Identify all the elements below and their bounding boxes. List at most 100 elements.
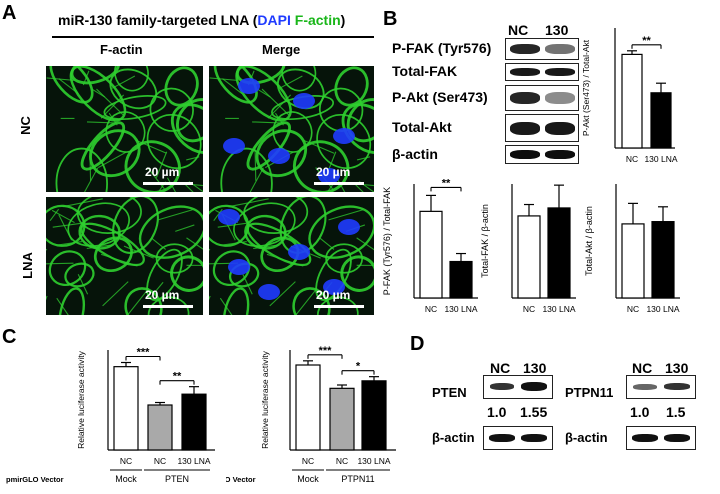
actin-fiber: [56, 297, 69, 315]
actin-fiber: [135, 139, 167, 154]
actin-fiber: [123, 245, 154, 259]
ptpn11-actin-label: β-actin: [565, 430, 608, 445]
actin-cell-outline: [46, 204, 86, 247]
scale-bar-label: 20 µm: [316, 288, 351, 302]
blot-band-nc: [510, 68, 540, 76]
pten-actin-band-130: [521, 434, 547, 442]
ptpn11-lane-nc: NC: [632, 360, 653, 376]
sig-marker: *: [356, 361, 361, 373]
actin-cell-outline: [103, 95, 167, 120]
scale-bar-label: 20 µm: [316, 165, 351, 179]
blot-band-nc: [510, 44, 540, 54]
bar: [650, 92, 672, 149]
panel-label-b: B: [383, 8, 398, 30]
actin-fiber: [228, 198, 269, 208]
actin-fiber: [209, 248, 211, 251]
actin-cell-outline: [308, 205, 374, 259]
actin-cell-outline: [48, 250, 87, 287]
actin-cell-outline: [175, 98, 203, 143]
scale-bar: [143, 305, 193, 308]
actin-cell-outline: [124, 287, 163, 315]
actin-fiber: [279, 75, 303, 89]
actin-fiber: [358, 181, 374, 192]
sig-marker: ***: [137, 347, 151, 359]
actin-cell-outline: [292, 140, 350, 192]
blot-strip: [505, 63, 579, 81]
actin-cell-outline: [209, 204, 250, 247]
ptpn11-quant-nc: 1.0: [630, 404, 650, 420]
actin-fiber: [274, 112, 284, 126]
actin-fiber: [155, 151, 168, 178]
actin-fiber: [175, 224, 195, 232]
actin-cell-outline: [222, 287, 250, 315]
blot-band-130: [545, 122, 575, 135]
pten-band-nc: [490, 383, 514, 390]
pten-actin-blot: [483, 426, 553, 450]
sig-marker: **: [442, 177, 451, 189]
dapi-nucleus: [218, 209, 240, 225]
chart-tfak-ratio: Total-FAK / β-actin NC 130 LNA: [480, 184, 576, 314]
actin-fiber: [219, 297, 233, 315]
actin-cell-outline: [155, 243, 194, 274]
actin-cell-outline: [235, 66, 286, 85]
panel-label-d: D: [410, 333, 425, 355]
pten-quant-130: 1.55: [520, 404, 548, 420]
actin-fiber: [77, 274, 89, 295]
pten-actin-label: β-actin: [432, 430, 475, 445]
ptpn11-band-130: [664, 383, 690, 390]
actin-fiber: [249, 167, 264, 192]
actin-fiber: [149, 281, 164, 299]
actin-fiber: [354, 183, 364, 192]
chart-takt-ratio: Total-Akt / β-actin NC 130 LNA: [584, 184, 680, 314]
y-axis-label: Total-Akt / β-actin: [584, 206, 594, 276]
sig-marker: **: [642, 35, 651, 47]
title-suffix: ): [340, 12, 346, 28]
actin-fiber: [217, 222, 251, 228]
actin-cell-outline: [340, 255, 374, 292]
actin-cell-outline: [292, 287, 331, 315]
actin-fiber: [147, 167, 167, 192]
pten-actin-band-nc: [489, 434, 515, 442]
dapi-nucleus: [268, 148, 290, 164]
panel-label-a: A: [2, 2, 17, 24]
actin-cell-outline: [276, 68, 325, 110]
chart-luciferase-ptpn11: Relative luciferase activity NC NC 130 LNA *…: [226, 345, 396, 484]
actin-fiber: [49, 208, 60, 222]
actin-cell-outline: [149, 87, 194, 132]
lane-label-130: 130: [545, 22, 569, 38]
actin-fiber: [46, 248, 48, 251]
bar: [361, 380, 387, 451]
y-axis-label: Total-FAK / β-actin: [480, 204, 490, 278]
actin-fiber: [209, 295, 211, 301]
pten-band-130: [521, 382, 547, 391]
actin-cell-outline: [255, 129, 308, 178]
lane-label-nc: NC: [508, 22, 529, 38]
ptpn11-band-nc: [633, 384, 657, 390]
actin-cell-outline: [325, 243, 364, 274]
micrograph-image: [46, 197, 203, 315]
dapi-nucleus: [238, 78, 260, 94]
blot-band-130: [545, 44, 575, 54]
bar: [113, 366, 139, 451]
actin-fiber: [267, 94, 292, 119]
bar: [147, 404, 173, 451]
actin-cell-outline: [147, 296, 190, 315]
actin-fiber: [261, 88, 290, 116]
actin-cell-outline: [70, 66, 120, 85]
title-dapi: DAPI: [257, 12, 291, 28]
actin-fiber: [97, 151, 127, 169]
actin-cell-outline: [318, 87, 364, 132]
actin-cell-outline: [334, 66, 369, 107]
actin-cell-outline: [49, 66, 94, 104]
actin-fiber: [46, 295, 48, 301]
actin-fiber: [100, 253, 138, 267]
panel-label-c: C: [2, 326, 17, 348]
actin-fiber: [52, 222, 86, 228]
row-label-lna: LNA: [19, 252, 35, 279]
actin-fiber: [266, 253, 304, 267]
actin-cell-outline: [341, 103, 374, 155]
dapi-nucleus: [288, 244, 310, 260]
dapi-nucleus: [318, 168, 340, 184]
col-label-factin: F-actin: [100, 42, 143, 57]
blot-label: P-Akt (Ser473): [392, 89, 488, 105]
